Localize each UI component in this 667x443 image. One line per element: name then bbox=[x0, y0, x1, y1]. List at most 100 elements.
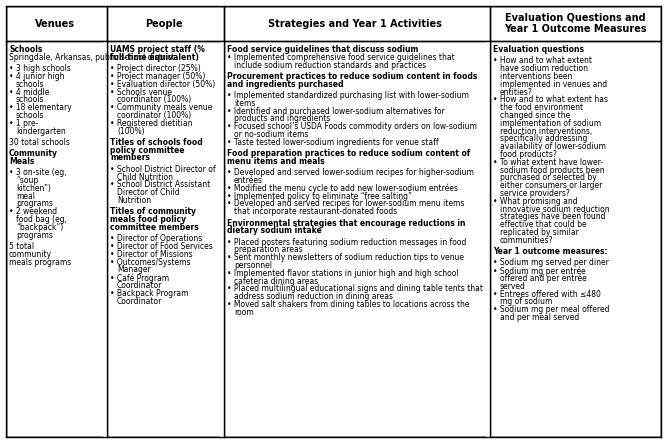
Text: Evaluation questions: Evaluation questions bbox=[493, 45, 584, 54]
Bar bbox=[220, 41, 224, 437]
Text: Food preparation practices to reduce sodium content of: Food preparation practices to reduce sod… bbox=[227, 149, 470, 158]
Text: • Taste tested lower-sodium ingredients for venue staff: • Taste tested lower-sodium ingredients … bbox=[227, 138, 439, 147]
Text: • Registered dietitian: • Registered dietitian bbox=[110, 119, 193, 128]
Text: • Entrees offered with ≤480: • Entrees offered with ≤480 bbox=[493, 289, 601, 299]
Text: communities?: communities? bbox=[500, 236, 554, 245]
Text: • 18 elementary: • 18 elementary bbox=[9, 103, 72, 112]
Text: • 3 high schools: • 3 high schools bbox=[9, 64, 71, 73]
Text: • Developed and served recipes for lower-sodium menu items: • Developed and served recipes for lower… bbox=[227, 199, 464, 208]
Text: kitchen”): kitchen”) bbox=[16, 184, 51, 193]
Text: items: items bbox=[234, 99, 255, 108]
Text: • Café Program: • Café Program bbox=[110, 273, 169, 283]
Text: • Developed and served lower-sodium recipes for higher-sodium: • Developed and served lower-sodium reci… bbox=[227, 168, 474, 177]
Text: • Implemented standardized purchasing list with lower-sodium: • Implemented standardized purchasing li… bbox=[227, 91, 469, 100]
Bar bbox=[661, 0, 667, 443]
Text: implemented in venues and: implemented in venues and bbox=[500, 80, 607, 89]
Text: meals food policy: meals food policy bbox=[110, 215, 186, 224]
Text: sodium food products been: sodium food products been bbox=[500, 166, 604, 175]
Text: entities?: entities? bbox=[500, 88, 533, 97]
Text: preparation areas: preparation areas bbox=[234, 245, 303, 254]
Text: reduction interventions,: reduction interventions, bbox=[500, 127, 592, 136]
Text: and per meal served: and per meal served bbox=[500, 313, 579, 322]
Text: • Community meals venue: • Community meals venue bbox=[110, 103, 212, 112]
Text: • Director of Operations: • Director of Operations bbox=[110, 234, 202, 243]
Text: People: People bbox=[145, 19, 182, 28]
Text: Evaluation Questions and
Year 1 Outcome Measures: Evaluation Questions and Year 1 Outcome … bbox=[504, 13, 647, 34]
Text: programs: programs bbox=[16, 199, 53, 208]
Text: Child Nutrition: Child Nutrition bbox=[117, 172, 173, 182]
Text: • Focused school’s USDA Foods commodity orders on low-sodium: • Focused school’s USDA Foods commodity … bbox=[227, 122, 477, 131]
Text: meals programs: meals programs bbox=[9, 257, 71, 267]
Text: purchased or selected by: purchased or selected by bbox=[500, 173, 597, 183]
Text: the food environment: the food environment bbox=[500, 103, 583, 112]
Text: • 4 middle: • 4 middle bbox=[9, 88, 49, 97]
Text: Year 1 outcome measures:: Year 1 outcome measures: bbox=[493, 247, 608, 256]
Text: members: members bbox=[110, 153, 150, 163]
Text: “soup: “soup bbox=[16, 176, 38, 185]
Text: Nutrition: Nutrition bbox=[117, 196, 151, 205]
Text: Schools: Schools bbox=[9, 45, 43, 54]
Text: service providers?: service providers? bbox=[500, 189, 570, 198]
Text: • Director of Food Services: • Director of Food Services bbox=[110, 242, 213, 251]
Text: availability of lower-sodium: availability of lower-sodium bbox=[500, 142, 606, 151]
Text: include sodium reduction standards and practices: include sodium reduction standards and p… bbox=[234, 61, 426, 70]
Text: • Director of Missions: • Director of Missions bbox=[110, 250, 193, 259]
Text: policy committee: policy committee bbox=[110, 146, 185, 155]
Bar bbox=[103, 41, 107, 437]
Text: • Project director (25%): • Project director (25%) bbox=[110, 64, 201, 73]
Text: • Project manager (50%): • Project manager (50%) bbox=[110, 72, 205, 81]
Text: specifically addressing: specifically addressing bbox=[500, 134, 588, 143]
Text: • Evaluation director (50%): • Evaluation director (50%) bbox=[110, 80, 215, 89]
Text: mg of sodium: mg of sodium bbox=[500, 297, 552, 306]
Bar bbox=[0, 437, 667, 443]
Text: Strategies and Year 1 Activities: Strategies and Year 1 Activities bbox=[268, 19, 442, 28]
Text: • Placed multilingual educational signs and dining table tents that: • Placed multilingual educational signs … bbox=[227, 284, 483, 293]
Bar bbox=[486, 41, 490, 437]
Text: • Implemented flavor stations in junior high and high school: • Implemented flavor stations in junior … bbox=[227, 269, 459, 278]
Text: community: community bbox=[9, 250, 52, 259]
Text: offered and per entrée: offered and per entrée bbox=[500, 274, 587, 284]
Text: entrées: entrées bbox=[234, 176, 263, 185]
Text: “backpack”): “backpack”) bbox=[16, 223, 63, 232]
Text: • Sodium mg per entrée: • Sodium mg per entrée bbox=[493, 266, 586, 276]
Text: changed since the: changed since the bbox=[500, 111, 570, 120]
Text: and ingredients purchased: and ingredients purchased bbox=[227, 80, 344, 89]
Text: implementation of sodium: implementation of sodium bbox=[500, 119, 601, 128]
Text: • Backpack Program: • Backpack Program bbox=[110, 289, 189, 298]
Text: effective that could be: effective that could be bbox=[500, 220, 586, 229]
Text: Food service guidelines that discuss sodium: Food service guidelines that discuss sod… bbox=[227, 45, 418, 54]
Text: UAMS project staff (%: UAMS project staff (% bbox=[110, 45, 205, 54]
Text: • 1 pre-: • 1 pre- bbox=[9, 119, 39, 128]
Text: Coordinator: Coordinator bbox=[117, 281, 162, 290]
Text: Community: Community bbox=[9, 149, 58, 158]
Text: • Schools venue: • Schools venue bbox=[110, 88, 172, 97]
Text: replicated by similar: replicated by similar bbox=[500, 228, 579, 237]
Text: innovative sodium reduction: innovative sodium reduction bbox=[500, 205, 610, 214]
Text: schools: schools bbox=[16, 111, 45, 120]
Text: menu items and meals: menu items and meals bbox=[227, 157, 325, 166]
Text: • To what extent have lower-: • To what extent have lower- bbox=[493, 158, 603, 167]
Text: or no-sodium items: or no-sodium items bbox=[234, 130, 308, 139]
Text: that incorporate restaurant-donated foods: that incorporate restaurant-donated food… bbox=[234, 207, 398, 216]
Text: committee members: committee members bbox=[110, 223, 199, 232]
Text: • Implemented policy to eliminate “free salting”: • Implemented policy to eliminate “free … bbox=[227, 192, 412, 201]
Text: (100%): (100%) bbox=[117, 127, 145, 136]
Text: Procurement practices to reduce sodium content in foods: Procurement practices to reduce sodium c… bbox=[227, 72, 478, 81]
Text: Environmental strategies that encourage reductions in: Environmental strategies that encourage … bbox=[227, 218, 466, 228]
Text: served: served bbox=[500, 282, 526, 291]
Text: • 2 weekend: • 2 weekend bbox=[9, 207, 57, 216]
Text: • Modified the menu cycle to add new lower-sodium entrées: • Modified the menu cycle to add new low… bbox=[227, 184, 458, 193]
Text: • School District Assistant: • School District Assistant bbox=[110, 180, 210, 189]
Text: cafeteria dining areas: cafeteria dining areas bbox=[234, 276, 318, 286]
Text: • Identified and purchased lower-sodium alternatives for: • Identified and purchased lower-sodium … bbox=[227, 107, 445, 116]
Text: coordinator (100%): coordinator (100%) bbox=[117, 111, 191, 120]
Text: have sodium reduction: have sodium reduction bbox=[500, 64, 588, 73]
Text: 30 total schools: 30 total schools bbox=[9, 138, 70, 147]
Text: • Sent monthly newsletters of sodium reduction tips to venue: • Sent monthly newsletters of sodium red… bbox=[227, 253, 464, 262]
Text: • Sodium mg served per diner: • Sodium mg served per diner bbox=[493, 258, 609, 267]
Bar bbox=[0, 0, 667, 6]
Text: Director of Child: Director of Child bbox=[117, 188, 179, 197]
Text: coordinator (100%): coordinator (100%) bbox=[117, 95, 191, 104]
Text: Venues: Venues bbox=[35, 19, 75, 28]
Text: strategies have been found: strategies have been found bbox=[500, 212, 606, 222]
